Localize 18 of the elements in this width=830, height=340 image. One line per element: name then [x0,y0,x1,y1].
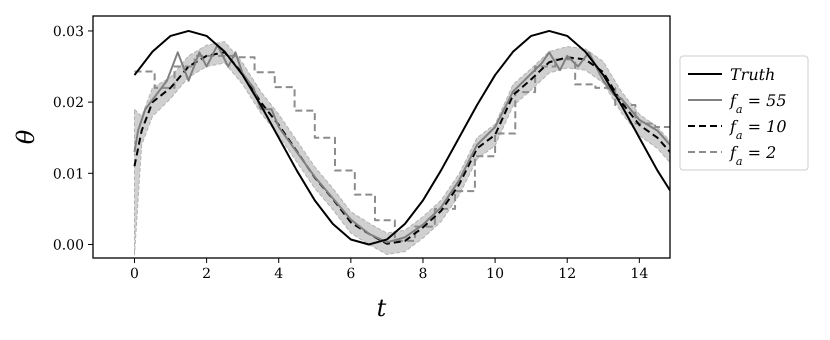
x-tick-label: 0 [130,266,139,282]
x-tick-label: 4 [274,266,284,282]
legend-label: f$_{a}$ = 2 [729,143,776,168]
x-tick-label: 14 [630,266,648,282]
x-tick-label: 6 [346,266,356,282]
x-tick-label: 10 [486,266,504,282]
y-tick-label: 0.03 [52,24,84,40]
x-axis-title: t [376,294,387,322]
x-tick-label: 2 [202,266,212,282]
y-axis-title: θ [12,129,40,144]
legend-label: f$_{a}$ = 55 [729,91,787,116]
legend-label: Truth [730,65,776,84]
y-tick-label: 0.01 [52,166,84,182]
x-tick-label: 8 [418,266,428,282]
y-tick-label: 0.02 [52,95,84,112]
legend-label: f$_{a}$ = 10 [729,117,787,142]
y-tick-label: 0.00 [52,237,84,254]
x-tick-label: 12 [558,266,576,282]
